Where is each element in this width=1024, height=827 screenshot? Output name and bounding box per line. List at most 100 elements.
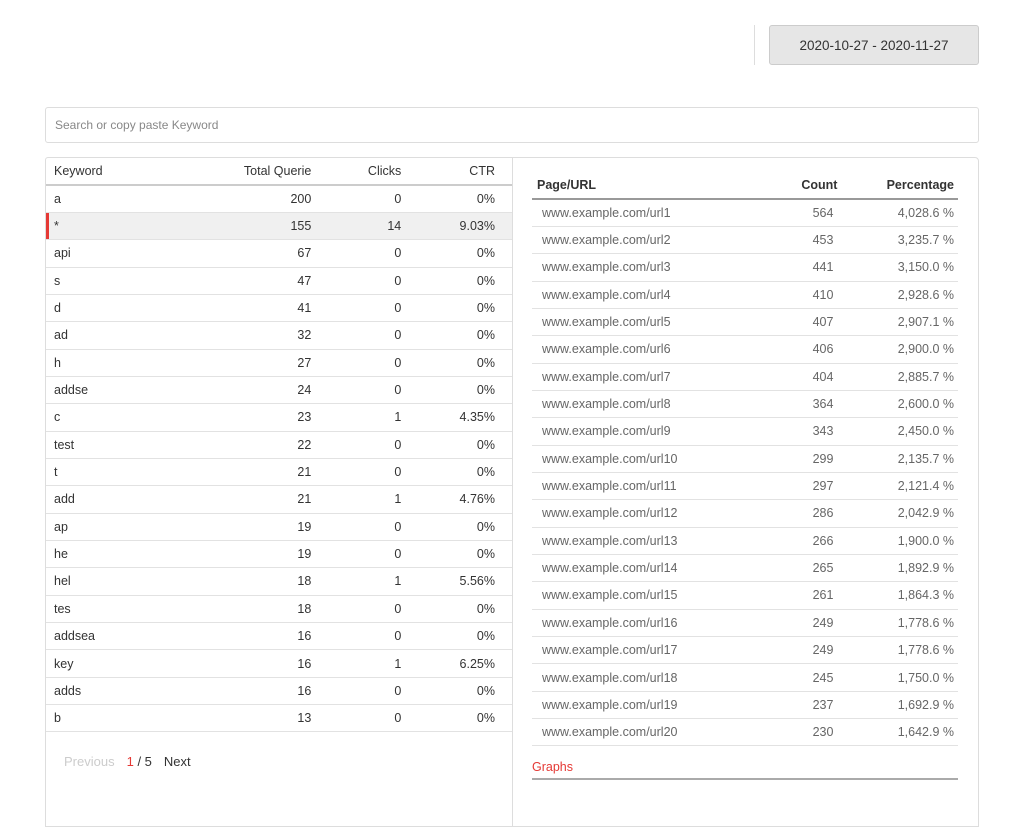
percentage-cell: 2,600.0 % bbox=[841, 390, 958, 419]
clicks-cell: 0 bbox=[328, 595, 419, 624]
clicks-cell: 0 bbox=[328, 622, 419, 651]
count-cell: 261 bbox=[775, 581, 842, 610]
url-cell: www.example.com/url10 bbox=[532, 445, 776, 473]
percentage-cell: 1,692.9 % bbox=[841, 691, 958, 720]
keyword-row[interactable]: addsea 16 0 0% bbox=[46, 622, 512, 651]
clicks-cell: 0 bbox=[328, 239, 419, 268]
clicks-cell: 0 bbox=[328, 376, 419, 405]
url-row[interactable]: www.example.com/url13 266 1,900.0 % bbox=[532, 527, 958, 555]
url-row[interactable]: www.example.com/url7 404 2,885.7 % bbox=[532, 363, 958, 391]
url-row[interactable]: www.example.com/url16 249 1,778.6 % bbox=[532, 609, 958, 638]
column-header[interactable]: Percentage bbox=[841, 172, 958, 200]
total-queries-cell: 67 bbox=[177, 239, 329, 268]
url-row[interactable]: www.example.com/url17 249 1,778.6 % bbox=[532, 636, 958, 665]
column-header[interactable]: Page/URL bbox=[532, 172, 776, 200]
ctr-cell: 6.25% bbox=[418, 649, 512, 678]
url-row[interactable]: www.example.com/url11 297 2,121.4 % bbox=[532, 472, 958, 501]
column-header[interactable]: Keyword bbox=[46, 158, 178, 186]
keyword-search-input[interactable] bbox=[45, 107, 979, 143]
url-cell: www.example.com/url3 bbox=[532, 253, 776, 282]
url-row[interactable]: www.example.com/url19 237 1,692.9 % bbox=[532, 691, 958, 720]
keyword-cell: adds bbox=[46, 677, 178, 706]
keyword-row[interactable]: addse 24 0 0% bbox=[46, 376, 512, 405]
url-row[interactable]: www.example.com/url2 453 3,235.7 % bbox=[532, 226, 958, 255]
ctr-cell: 0% bbox=[418, 376, 512, 405]
url-row[interactable]: www.example.com/url9 343 2,450.0 % bbox=[532, 417, 958, 446]
count-cell: 249 bbox=[775, 636, 842, 665]
column-header[interactable]: Total Querie bbox=[177, 158, 329, 186]
keyword-row[interactable]: * 155 14 9.03% bbox=[46, 212, 512, 241]
total-queries-cell: 23 bbox=[177, 403, 329, 432]
url-row[interactable]: www.example.com/url4 410 2,928.6 % bbox=[532, 281, 958, 309]
url-row[interactable]: www.example.com/url8 364 2,600.0 % bbox=[532, 390, 958, 419]
url-row[interactable]: www.example.com/url14 265 1,892.9 % bbox=[532, 554, 958, 583]
url-cell: www.example.com/url19 bbox=[532, 691, 776, 720]
total-pages: / 5 bbox=[137, 754, 152, 769]
total-queries-cell: 16 bbox=[177, 622, 329, 651]
keyword-row[interactable]: d 41 0 0% bbox=[46, 294, 512, 323]
keyword-cell: addse bbox=[46, 376, 178, 405]
count-cell: 343 bbox=[775, 417, 842, 446]
url-row[interactable]: www.example.com/url20 230 1,642.9 % bbox=[532, 718, 958, 747]
count-cell: 299 bbox=[775, 445, 842, 473]
ctr-cell: 0% bbox=[418, 267, 512, 295]
keyword-row[interactable]: adds 16 0 0% bbox=[46, 677, 512, 706]
url-row[interactable]: www.example.com/url12 286 2,042.9 % bbox=[532, 499, 958, 528]
keyword-row[interactable]: s 47 0 0% bbox=[46, 267, 512, 295]
percentage-cell: 2,885.7 % bbox=[841, 363, 958, 391]
url-cell: www.example.com/url13 bbox=[532, 527, 776, 555]
previous-page-button[interactable]: Previous bbox=[64, 754, 115, 769]
url-row[interactable]: www.example.com/url5 407 2,907.1 % bbox=[532, 308, 958, 337]
keyword-row[interactable]: ad 32 0 0% bbox=[46, 321, 512, 350]
clicks-cell: 0 bbox=[328, 294, 419, 323]
total-queries-cell: 22 bbox=[177, 431, 329, 459]
count-cell: 453 bbox=[775, 226, 842, 255]
keyword-cell: d bbox=[46, 294, 178, 323]
url-cell: www.example.com/url7 bbox=[532, 363, 776, 391]
keyword-row[interactable]: ap 19 0 0% bbox=[46, 513, 512, 541]
url-row[interactable]: www.example.com/url18 245 1,750.0 % bbox=[532, 663, 958, 692]
url-row[interactable]: www.example.com/url1 564 4,028.6 % bbox=[532, 199, 958, 227]
keyword-table: Keyword Total Querie Clicks CTR a 200 0 0% * 155… bbox=[46, 158, 512, 733]
keyword-row[interactable]: test 22 0 0% bbox=[46, 431, 512, 459]
keyword-row[interactable]: he 19 0 0% bbox=[46, 540, 512, 569]
url-row[interactable]: www.example.com/url10 299 2,135.7 % bbox=[532, 445, 958, 473]
total-queries-cell: 19 bbox=[177, 540, 329, 569]
keyword-cell: api bbox=[46, 239, 178, 268]
total-queries-cell: 41 bbox=[177, 294, 329, 323]
url-cell: www.example.com/url14 bbox=[532, 554, 776, 583]
graphs-tab[interactable]: Graphs bbox=[532, 760, 958, 780]
keyword-row[interactable]: h 27 0 0% bbox=[46, 349, 512, 377]
clicks-cell: 1 bbox=[328, 403, 419, 432]
keyword-row[interactable]: tes 18 0 0% bbox=[46, 595, 512, 624]
ctr-cell: 0% bbox=[418, 349, 512, 377]
url-row[interactable]: www.example.com/url15 261 1,864.3 % bbox=[532, 581, 958, 610]
count-cell: 364 bbox=[775, 390, 842, 419]
column-header[interactable]: CTR bbox=[418, 158, 512, 186]
next-page-button[interactable]: Next bbox=[163, 754, 191, 769]
keyword-row[interactable]: a 200 0 0% bbox=[46, 185, 512, 213]
keyword-row[interactable]: t 21 0 0% bbox=[46, 458, 512, 487]
keyword-row[interactable]: hel 18 1 5.56% bbox=[46, 567, 512, 596]
ctr-cell: 0% bbox=[418, 677, 512, 706]
ctr-cell: 0% bbox=[418, 185, 512, 213]
keyword-row[interactable]: key 16 1 6.25% bbox=[46, 649, 512, 678]
url-cell: www.example.com/url1 bbox=[532, 199, 776, 227]
keyword-row[interactable]: c 23 1 4.35% bbox=[46, 403, 512, 432]
ctr-cell: 0% bbox=[418, 321, 512, 350]
keyword-cell: * bbox=[46, 212, 178, 241]
keyword-row[interactable]: add 21 1 4.76% bbox=[46, 485, 512, 514]
keyword-row[interactable]: b 13 0 0% bbox=[46, 704, 512, 733]
keyword-row[interactable]: api 67 0 0% bbox=[46, 239, 512, 268]
date-range-button[interactable]: 2020-10-27 - 2020-11-27 bbox=[769, 25, 979, 65]
total-queries-cell: 21 bbox=[177, 458, 329, 487]
column-header[interactable]: Clicks bbox=[328, 158, 419, 186]
url-row[interactable]: www.example.com/url3 441 3,150.0 % bbox=[532, 253, 958, 282]
count-cell: 441 bbox=[775, 253, 842, 282]
url-cell: www.example.com/url15 bbox=[532, 581, 776, 610]
percentage-cell: 3,235.7 % bbox=[841, 226, 958, 255]
ctr-cell: 0% bbox=[418, 595, 512, 624]
ctr-cell: 9.03% bbox=[418, 212, 512, 241]
url-row[interactable]: www.example.com/url6 406 2,900.0 % bbox=[532, 335, 958, 364]
column-header[interactable]: Count bbox=[775, 172, 842, 200]
